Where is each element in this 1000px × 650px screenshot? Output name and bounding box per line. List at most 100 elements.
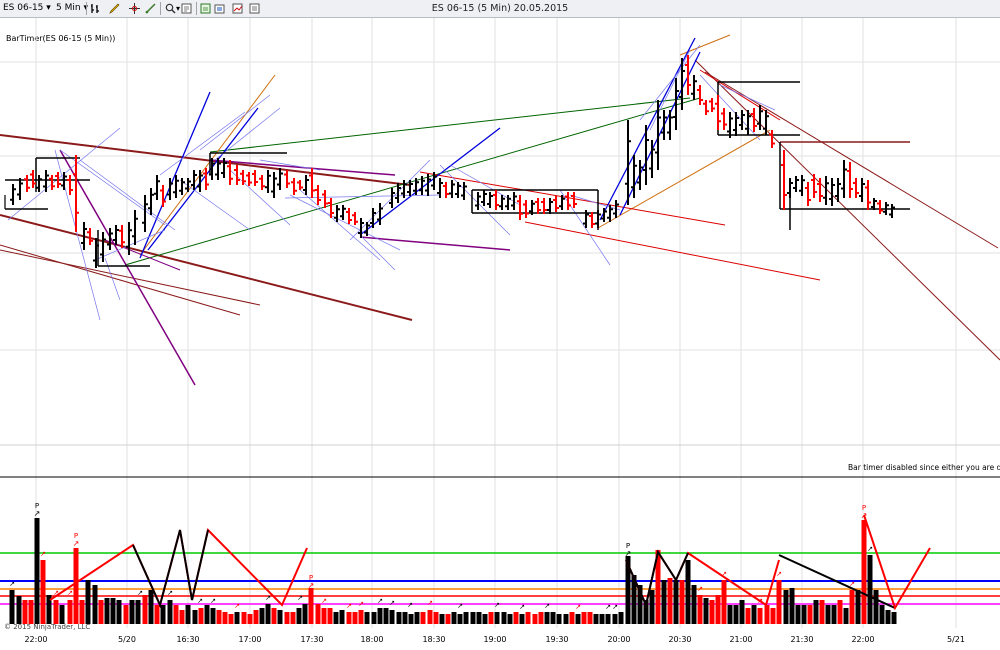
crosshair-icon[interactable] xyxy=(129,3,140,14)
properties-icon[interactable] xyxy=(181,3,192,14)
strategy-icon[interactable] xyxy=(249,3,260,14)
volume-bar xyxy=(673,580,679,624)
volume-bar xyxy=(79,600,85,624)
volume-bar xyxy=(470,612,476,624)
trend-line xyxy=(597,129,771,229)
volume-bar xyxy=(807,605,813,624)
arrow-marker: ↗ xyxy=(519,603,525,611)
volume-bar xyxy=(414,612,420,624)
volume-bar xyxy=(843,608,849,624)
volume-bar xyxy=(110,598,116,624)
volume-bar xyxy=(556,614,562,624)
arrow-marker: ↗ xyxy=(234,602,240,610)
arrow-marker: ↗ xyxy=(308,581,315,590)
volume-bar xyxy=(377,608,383,624)
volume-bar xyxy=(34,518,40,624)
volume-bar xyxy=(167,600,173,624)
time-axis[interactable]: 22:00 5/20 16:30 17:00 17:30 18:00 18:30 19:00 1… xyxy=(0,628,1000,650)
volume-bar xyxy=(135,600,141,624)
time-axis-tick-label: 19:30 xyxy=(545,635,569,644)
arrow-marker: ↗ xyxy=(861,511,868,520)
volume-bar xyxy=(296,608,302,624)
bar-type-icon[interactable] xyxy=(90,3,101,14)
volume-bar xyxy=(389,610,395,624)
volume-bar xyxy=(532,614,538,624)
volume-bar xyxy=(643,600,649,624)
arrow-marker: ↗ xyxy=(389,599,395,607)
volume-bar xyxy=(764,605,770,624)
volume-bar xyxy=(563,614,569,624)
volume-bar xyxy=(142,595,148,624)
arrow-marker: ↗ xyxy=(210,597,216,605)
time-axis-tick-label: 22:00 xyxy=(24,635,48,644)
arrow-marker: ↗ xyxy=(321,597,327,605)
window-title: ES 06-15 (5 Min) 20.05.2015 xyxy=(431,3,569,14)
instrument-selector[interactable]: ES 06-15 ▾ xyxy=(3,2,51,15)
interval-selector[interactable]: 5 Min ▾ xyxy=(56,2,88,15)
arrow-marker: ↗ xyxy=(73,539,80,548)
zigzag-black xyxy=(132,529,209,608)
screenshot-icon[interactable] xyxy=(214,3,225,14)
time-axis-tick-label: 21:30 xyxy=(790,635,814,644)
volume-bar xyxy=(402,612,408,624)
volume-bar xyxy=(721,580,727,624)
volume-bar xyxy=(28,600,34,624)
zoom-icon[interactable] xyxy=(165,3,176,14)
draw-tool-icon[interactable] xyxy=(145,3,156,14)
volume-bar xyxy=(550,612,556,624)
trend-line xyxy=(649,49,691,131)
trend-line xyxy=(199,94,271,151)
volume-bar xyxy=(482,614,488,624)
volume-bar xyxy=(776,580,782,624)
volume-bar xyxy=(445,614,451,624)
volume-bar xyxy=(98,600,104,624)
volume-bar xyxy=(259,608,265,624)
volume-bar xyxy=(253,610,259,624)
trend-line xyxy=(104,239,181,271)
time-axis-tick-label: 5/20 xyxy=(118,635,136,644)
volume-bar xyxy=(185,605,191,624)
price-chart[interactable]: P↗P↗P↗P↗P↗↗↗↗ ↗ ↗ ↗↗ ↗↗↗ ↗ ↗↗ ↗ ↗ ↗ ↗ ↗ ↗ ↗ ↗ ↗ ↗ ↗ ↗↗↗↗↗↗… xyxy=(0,0,1000,628)
chevron-down-icon[interactable]: ▾ xyxy=(176,4,181,13)
volume-bar xyxy=(67,600,73,624)
arrow-marker: ↗ xyxy=(427,599,433,607)
arrow-marker: ↗ xyxy=(625,549,632,558)
trend-line xyxy=(704,71,999,249)
volume-bar xyxy=(321,608,327,624)
volume-bar xyxy=(618,612,624,624)
pencil-icon[interactable] xyxy=(109,3,120,14)
volume-bar xyxy=(885,610,891,624)
volume-bar xyxy=(661,580,667,624)
trend-line xyxy=(359,127,501,236)
arrow-marker: ↗ xyxy=(612,603,618,611)
trend-line xyxy=(259,159,321,171)
p-marker: P xyxy=(309,574,313,582)
volume-bar xyxy=(488,612,494,624)
volume-bar xyxy=(433,612,439,624)
volume-bar xyxy=(228,614,234,624)
arrow-marker: ↗ xyxy=(776,570,782,578)
time-axis-tick-label: 16:30 xyxy=(176,635,200,644)
volume-bar xyxy=(396,612,402,624)
trend-line xyxy=(524,221,821,281)
arrow-marker: ↗ xyxy=(167,589,173,597)
volume-bar xyxy=(271,608,277,624)
trend-line xyxy=(209,97,691,153)
volume-bar xyxy=(204,605,210,624)
volume-bar xyxy=(408,614,414,624)
volume-bar xyxy=(371,612,377,624)
volume-bar xyxy=(179,610,185,624)
trend-line xyxy=(284,194,441,199)
trend-line xyxy=(0,134,411,186)
volume-bar xyxy=(451,612,457,624)
trend-line xyxy=(599,37,696,221)
volume-bar xyxy=(216,610,222,624)
p-marker: P xyxy=(74,532,78,540)
trend-line xyxy=(59,149,196,386)
trend-line xyxy=(439,164,511,236)
arrow-marker: ↗ xyxy=(67,589,73,597)
volume-bar xyxy=(631,575,637,624)
volume-bar xyxy=(73,548,79,624)
chart-trader-icon[interactable] xyxy=(232,3,243,14)
data-box-icon[interactable] xyxy=(200,3,211,14)
